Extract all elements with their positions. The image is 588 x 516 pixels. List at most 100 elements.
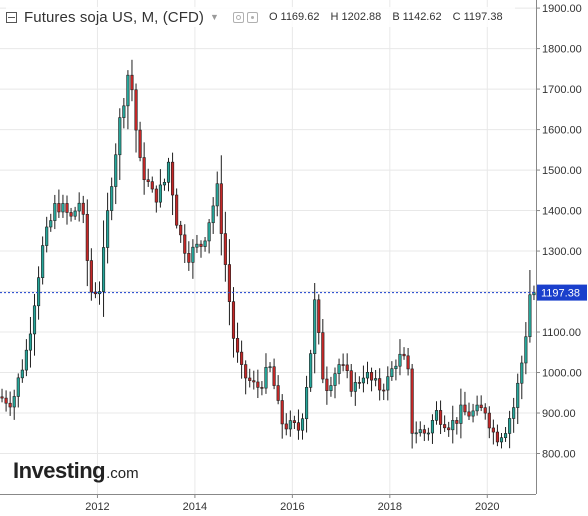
candle-body — [41, 245, 45, 278]
candle-body — [16, 377, 20, 397]
candle-body — [207, 222, 211, 242]
gear-icon[interactable] — [246, 11, 258, 23]
y-tick-label: 900.00 — [542, 408, 576, 420]
candle-body — [53, 203, 57, 221]
candle-body — [158, 184, 162, 203]
candle-body — [418, 429, 422, 434]
candle-body — [240, 351, 244, 365]
candle-body — [12, 396, 16, 408]
y-tick-label: 1100.00 — [542, 327, 581, 339]
candle-body — [81, 202, 85, 215]
candle-body — [305, 387, 309, 420]
candle-body — [369, 372, 374, 381]
y-tick-label: 1000.00 — [542, 368, 582, 380]
candle-body — [171, 161, 175, 196]
candle-body — [8, 402, 12, 408]
candle-body — [398, 353, 402, 367]
candle-body — [272, 366, 276, 386]
candle-body — [520, 362, 524, 384]
candle-body — [146, 179, 150, 182]
candle-body — [252, 380, 256, 383]
y-tick-label: 1500.00 — [542, 165, 582, 177]
candle-body — [0, 396, 4, 399]
candle-body — [426, 432, 430, 435]
candle-body — [378, 378, 382, 391]
candle-body — [414, 432, 418, 435]
high-value: 1202.88 — [341, 11, 382, 23]
candle-body — [61, 203, 65, 213]
candle-body — [284, 423, 288, 430]
candle-body — [512, 407, 516, 419]
candle-body — [280, 400, 284, 425]
candle-body — [439, 410, 443, 425]
candle-body — [126, 74, 130, 107]
candle-body — [20, 369, 24, 379]
candle-body — [32, 305, 37, 335]
candle-body — [337, 364, 341, 374]
candle-body — [374, 378, 378, 381]
candle-body — [77, 202, 81, 212]
candle-body — [467, 411, 471, 417]
candle-body — [394, 365, 398, 370]
close-value: 1197.38 — [463, 11, 503, 23]
chart-header: Futures soja US, M, (CFD) ▼ O 1169.62 H 12… — [6, 7, 515, 27]
candle-body — [142, 157, 146, 181]
candle-body — [365, 372, 370, 379]
candle-body — [341, 364, 345, 366]
candle-body — [390, 368, 394, 377]
candle-body — [455, 420, 459, 424]
candle-body — [313, 299, 317, 354]
candle-body — [443, 424, 447, 429]
x-tick-label: 2014 — [183, 501, 207, 513]
logo-main-text: Investing — [13, 458, 106, 483]
candle-body — [451, 420, 455, 431]
candle-body — [300, 418, 305, 431]
candle-body — [296, 422, 301, 431]
candle-body — [434, 410, 439, 421]
ohlc-values: O 1169.62 H 1202.88 B 1142.62 C 1197.38 — [269, 11, 511, 23]
open-value: 1169.62 — [280, 11, 320, 23]
candle-body — [150, 181, 154, 190]
y-tick-label: 1400.00 — [542, 206, 582, 218]
candle-body — [495, 431, 499, 443]
candle-body — [333, 373, 337, 386]
candle-body — [422, 429, 426, 434]
candle-body — [28, 333, 33, 351]
candles — [0, 59, 536, 449]
candle-body — [57, 203, 61, 213]
candle-body — [321, 332, 325, 380]
chevron-down-icon[interactable]: ▼ — [210, 12, 219, 22]
candle-body — [329, 385, 333, 392]
candle-body — [471, 410, 475, 417]
candle-body — [49, 220, 53, 228]
candle-body — [130, 74, 134, 91]
candle-body — [195, 243, 199, 248]
current-price-badge — [537, 284, 587, 301]
candle-body — [268, 366, 272, 369]
eye-icon[interactable] — [232, 11, 244, 23]
candle-body — [317, 299, 321, 333]
candle-body — [138, 129, 142, 158]
low-value: 1142.62 — [402, 11, 442, 23]
candle-body — [345, 364, 349, 372]
x-tick-label: 2020 — [475, 501, 499, 513]
candle-body — [430, 420, 435, 434]
candle-body — [357, 382, 361, 384]
candle-body — [183, 234, 187, 254]
candle-body — [211, 205, 215, 224]
candle-body — [203, 240, 207, 247]
candle-body — [231, 301, 236, 339]
open-label: O — [268, 11, 278, 23]
collapse-icon[interactable] — [6, 11, 17, 23]
candle-body — [410, 368, 414, 434]
candle-body — [106, 210, 110, 248]
candle-body — [118, 117, 122, 156]
symbol-title[interactable]: Futures soja US, M, (CFD) — [24, 8, 205, 26]
candle-body — [447, 427, 451, 431]
candle-body — [528, 294, 532, 338]
candle-body — [114, 154, 118, 187]
candle-body — [199, 243, 203, 247]
y-tick-label: 800.00 — [542, 449, 576, 461]
